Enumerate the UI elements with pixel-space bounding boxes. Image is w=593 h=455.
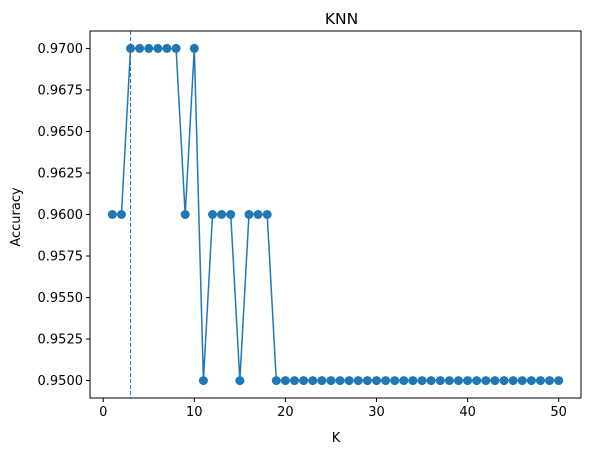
data-point [180,210,190,219]
data-point [499,376,509,386]
data-point [535,376,545,386]
chart-title: KNN [325,10,358,28]
data-point [526,376,536,386]
data-point [153,43,163,53]
data-point [517,376,527,386]
x-axis: 0 10 20 30 40 50 [99,398,567,420]
data-point [371,376,381,386]
data-point [435,376,445,386]
data-point [554,376,564,386]
data-point [453,376,463,386]
y-axis: 0.9500 0.9525 0.9550 0.9575 0.9600 0.9625 0.96… [38,42,90,389]
y-tick-label: 0.9500 [38,374,84,389]
data-point [280,376,290,386]
y-tick-label: 0.9550 [38,291,84,306]
data-point [189,43,199,53]
data-point [490,376,500,386]
data-point [344,376,354,386]
plot-frame [89,30,582,399]
data-point [408,376,418,386]
data-point [545,376,555,386]
data-point [399,376,409,386]
data-point [463,376,473,386]
data-point [262,210,272,219]
data-point [362,376,372,386]
y-axis-label: Accuracy [9,187,24,247]
data-point [217,210,227,219]
data-point [381,376,391,386]
y-tick-label: 0.9700 [38,42,84,57]
data-point [481,376,491,386]
data-point [253,210,263,219]
data-point [116,210,126,219]
data-point [317,376,327,386]
data-point [335,376,345,386]
series-layer [107,43,564,386]
data-point [417,376,427,386]
y-tick-label: 0.9625 [38,166,84,181]
data-point [162,43,172,53]
y-tick-label: 0.9525 [38,333,84,348]
data-point [444,376,454,386]
data-point [271,376,281,386]
data-point [226,210,236,219]
x-tick-label: 20 [277,405,294,420]
x-tick-label: 40 [459,405,476,420]
data-point [126,43,136,53]
data-point [244,210,254,219]
data-point [235,376,245,386]
data-point [171,43,181,53]
data-point [390,376,400,386]
data-point [353,376,363,386]
y-tick-label: 0.9675 [38,83,84,98]
data-point [308,376,318,386]
data-point [107,210,117,219]
data-point [299,376,309,386]
data-point [135,43,145,53]
y-tick-label: 0.9600 [38,208,84,223]
data-point [144,43,154,53]
x-tick-label: 50 [550,405,567,420]
data-point [508,376,518,386]
x-axis-label: K [332,431,341,446]
data-point [198,376,208,386]
x-tick-label: 30 [368,405,385,420]
x-tick-label: 0 [99,405,107,420]
data-point [326,376,336,386]
data-point [208,210,218,219]
y-tick-label: 0.9575 [38,250,84,265]
x-tick-label: 10 [186,405,203,420]
y-tick-label: 0.9650 [38,125,84,140]
data-point [290,376,300,386]
data-point [472,376,482,386]
data-point [426,376,436,386]
